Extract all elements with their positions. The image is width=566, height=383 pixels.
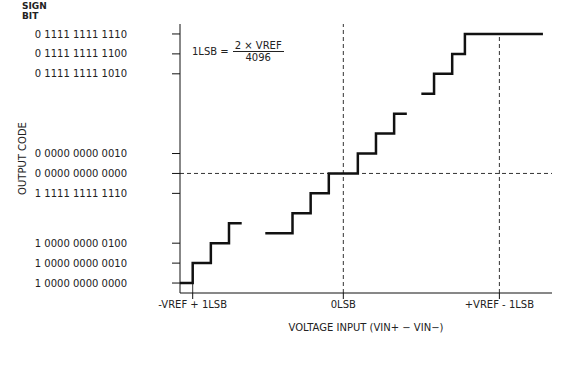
- svg-text:0 1111 1111 1100: 0 1111 1111 1100: [35, 48, 127, 59]
- svg-text:+VREF - 1LSB: +VREF - 1LSB: [465, 299, 534, 310]
- html-text:4096: 4096: [245, 52, 271, 63]
- svg-text:1 0000 0000 0100: 1 0000 0000 0100: [35, 238, 127, 249]
- svg-text:0 1111 1111 1010: 0 1111 1111 1010: [35, 68, 127, 79]
- svg-text:-VREF + 1LSB: -VREF + 1LSB: [158, 299, 227, 310]
- svg-text:0 0000 0000 0000: 0 0000 0000 0000: [35, 168, 127, 179]
- html-text:2 × VREF: 2 × VREF: [234, 40, 282, 51]
- svg-text:1 0000 0000 0010: 1 0000 0000 0010: [35, 258, 127, 269]
- html-text:SIGN: SIGN: [22, 1, 47, 11]
- html-text:BIT: BIT: [22, 11, 39, 21]
- svg-text:1 1111 1111 1110: 1 1111 1111 1110: [35, 188, 127, 199]
- svg-text:VOLTAGE INPUT (VIN+ − VIN−): VOLTAGE INPUT (VIN+ − VIN−): [289, 322, 444, 333]
- svg-text:0LSB: 0LSB: [331, 299, 356, 310]
- svg-text:1 0000 0000 0000: 1 0000 0000 0000: [35, 278, 127, 289]
- svg-text:0 0000 0000 0010: 0 0000 0000 0010: [35, 148, 127, 159]
- svg-text:OUTPUT CODE: OUTPUT CODE: [17, 122, 28, 195]
- html-text:1LSB =: 1LSB =: [192, 46, 229, 57]
- svg-text:0 1111 1111 1110: 0 1111 1111 1110: [35, 29, 127, 40]
